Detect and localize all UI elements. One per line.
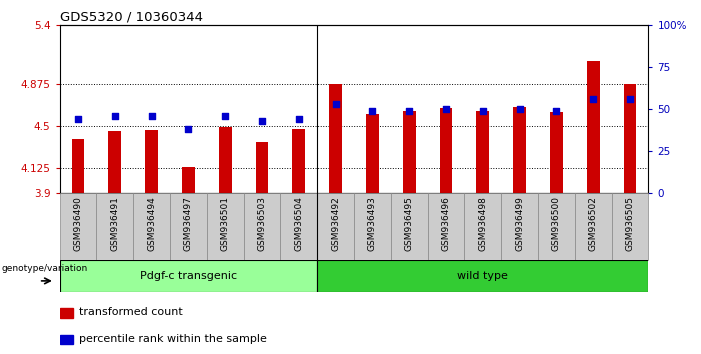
- Bar: [60, 260, 317, 292]
- Point: [72, 116, 83, 122]
- Bar: [256, 142, 268, 193]
- Text: GSM936490: GSM936490: [74, 196, 83, 251]
- Point: [514, 106, 525, 112]
- Text: GSM936499: GSM936499: [515, 196, 524, 251]
- Point: [293, 116, 304, 122]
- Point: [219, 113, 231, 118]
- Text: GSM936493: GSM936493: [368, 196, 377, 251]
- Bar: [317, 260, 648, 292]
- Bar: [513, 107, 526, 193]
- Bar: [465, 193, 501, 260]
- Text: GSM936498: GSM936498: [478, 196, 487, 251]
- Text: wild type: wild type: [457, 271, 508, 281]
- Text: GSM936503: GSM936503: [257, 196, 266, 251]
- Text: GSM936505: GSM936505: [625, 196, 634, 251]
- Bar: [391, 193, 428, 260]
- Point: [440, 106, 451, 112]
- Point: [477, 108, 489, 113]
- Bar: [133, 193, 170, 260]
- Point: [257, 118, 268, 124]
- Point: [625, 96, 636, 102]
- Point: [109, 113, 121, 118]
- Bar: [440, 108, 452, 193]
- Point: [551, 108, 562, 113]
- Text: GSM936495: GSM936495: [404, 196, 414, 251]
- Point: [183, 126, 194, 132]
- Text: GDS5320 / 10360344: GDS5320 / 10360344: [60, 11, 203, 24]
- Bar: [145, 130, 158, 193]
- Bar: [219, 127, 231, 193]
- Bar: [109, 131, 121, 193]
- Bar: [366, 114, 379, 193]
- Bar: [244, 193, 280, 260]
- Text: GSM936496: GSM936496: [442, 196, 451, 251]
- Bar: [428, 193, 465, 260]
- Bar: [575, 193, 612, 260]
- Point: [367, 108, 378, 113]
- Bar: [97, 193, 133, 260]
- Point: [587, 96, 599, 102]
- Text: GSM936491: GSM936491: [110, 196, 119, 251]
- Text: GSM936494: GSM936494: [147, 196, 156, 251]
- Text: transformed count: transformed count: [79, 307, 183, 317]
- Bar: [501, 193, 538, 260]
- Bar: [292, 129, 305, 193]
- Text: GSM936492: GSM936492: [331, 196, 340, 251]
- Bar: [624, 84, 637, 193]
- Point: [146, 113, 157, 118]
- Bar: [587, 61, 599, 193]
- Bar: [550, 112, 563, 193]
- Bar: [60, 335, 72, 344]
- Text: GSM936501: GSM936501: [221, 196, 230, 251]
- Bar: [403, 110, 416, 193]
- Bar: [60, 193, 96, 260]
- Point: [404, 108, 415, 113]
- Bar: [354, 193, 391, 260]
- Text: genotype/variation: genotype/variation: [1, 264, 88, 273]
- Bar: [280, 193, 318, 260]
- Bar: [612, 193, 648, 260]
- Text: GSM936502: GSM936502: [589, 196, 598, 251]
- Bar: [170, 193, 207, 260]
- Bar: [60, 308, 72, 318]
- Bar: [477, 110, 489, 193]
- Text: percentile rank within the sample: percentile rank within the sample: [79, 334, 267, 344]
- Bar: [329, 84, 342, 193]
- Bar: [182, 167, 195, 193]
- Bar: [538, 193, 575, 260]
- Bar: [72, 139, 84, 193]
- Text: GSM936497: GSM936497: [184, 196, 193, 251]
- Bar: [317, 193, 354, 260]
- Text: GSM936500: GSM936500: [552, 196, 561, 251]
- Text: GSM936504: GSM936504: [294, 196, 304, 251]
- Point: [330, 101, 341, 107]
- Bar: [207, 193, 244, 260]
- Text: Pdgf-c transgenic: Pdgf-c transgenic: [139, 271, 237, 281]
